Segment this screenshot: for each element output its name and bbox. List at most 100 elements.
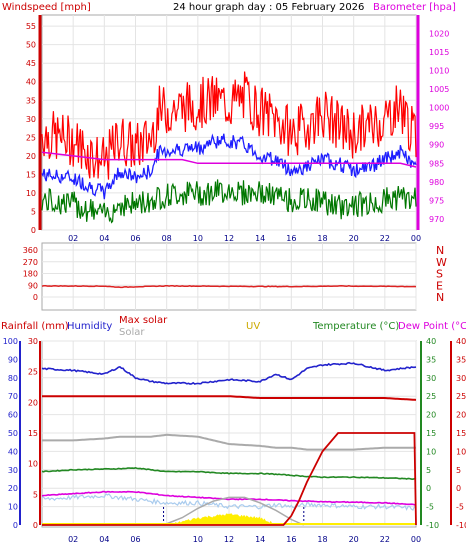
wind-x-tick-label: 22: [380, 234, 390, 243]
dir-tick-label: 360: [23, 246, 38, 255]
dew-tick-label: -10: [456, 521, 466, 530]
baro-tick-label: 1000: [429, 104, 449, 113]
rain-tick-label: 25: [28, 368, 38, 377]
baro-tick-label: 980: [429, 178, 444, 187]
baro-tick-label: 1015: [429, 48, 449, 57]
temp-tick-label: 30: [426, 374, 436, 383]
wind-tick-label: 25: [26, 133, 36, 142]
humidity-tick-label: 30: [8, 466, 18, 475]
wind-x-tick-label: 06: [130, 234, 140, 243]
baro-tick-label: 970: [429, 215, 444, 224]
temp-x-tick-label: 20: [349, 535, 359, 544]
temp-tick-label: 15: [426, 429, 436, 438]
rainfall-series-line: [42, 432, 417, 526]
temp-x-tick-label: 02: [68, 535, 78, 544]
solar-curve-line: [163, 496, 305, 526]
dew-tick-label: 10: [456, 447, 466, 456]
temp-x-tick-label: 04: [99, 535, 109, 544]
dir-tick-label: 270: [23, 258, 38, 267]
apparent-series-line: [41, 492, 417, 511]
humidity-tick-label: 100: [3, 337, 18, 346]
temp-x-tick-label: 12: [224, 535, 234, 544]
wind-tick-label: 30: [26, 115, 36, 124]
baro-tick-label: 1020: [429, 30, 449, 39]
temp-tick-label: 35: [426, 355, 436, 364]
humidity-tick-label: 80: [8, 374, 18, 383]
temp-tick-label: 20: [426, 411, 436, 420]
max-solar-label: Max solar: [119, 315, 168, 326]
temp-tick-label: 5: [426, 466, 431, 475]
wind-avg-series-line: [41, 133, 417, 200]
baro-tick-label: 990: [429, 141, 444, 150]
wind-x-tick-label: 02: [68, 234, 78, 243]
max-solar-series-line: [42, 433, 416, 451]
baro-tick-label: 975: [429, 196, 444, 205]
humidity-series-line: [41, 361, 417, 385]
dew-tick-label: 25: [456, 392, 466, 401]
dir-tick-label: 0: [33, 293, 38, 302]
rain-tick-label: 15: [28, 429, 38, 438]
temp-x-tick-label: 16: [286, 535, 296, 544]
wind-tick-label: 10: [26, 189, 36, 198]
temp-x-tick-label: 18: [317, 535, 327, 544]
dir-tick-label: 90: [28, 281, 38, 290]
rain-tick-label: 30: [28, 337, 38, 346]
direction-series-line: [41, 284, 417, 289]
humidity-tick-label: 0: [13, 521, 18, 530]
dew-tick-label: 35: [456, 355, 466, 364]
compass-label: N: [436, 244, 444, 257]
rain-tick-label: 10: [28, 460, 38, 469]
wind-x-tick-label: 14: [255, 234, 265, 243]
temp-tick-label: 40: [426, 337, 436, 346]
humidity-label: Humidity: [67, 321, 112, 332]
dew-tick-label: -5: [456, 503, 464, 512]
compass-label: S: [436, 268, 443, 281]
wind-x-tick-label: 16: [286, 234, 296, 243]
dew-tick-label: 0: [456, 484, 461, 493]
temp-tick-label: 0: [426, 484, 431, 493]
humidity-tick-label: 50: [8, 429, 18, 438]
wind-tick-label: 45: [26, 59, 36, 68]
baro-tick-label: 1005: [429, 85, 449, 94]
wind-tick-label: 20: [26, 152, 36, 161]
rainfall-label: Rainfall (mm): [1, 321, 69, 332]
solar-label: Solar: [119, 327, 145, 338]
temp-tick-label: -10: [426, 521, 439, 530]
wind-tick-label: 0: [31, 226, 36, 235]
compass-label: E: [436, 279, 443, 292]
compass-label: N: [436, 291, 444, 304]
humidity-tick-label: 20: [8, 484, 18, 493]
wind-x-tick-label: 10: [193, 234, 203, 243]
temp-tick-label: 25: [426, 392, 436, 401]
dew-tick-label: 5: [456, 466, 461, 475]
dew-tick-label: 30: [456, 374, 466, 383]
baro-tick-label: 995: [429, 122, 444, 131]
dew-tick-label: 40: [456, 337, 466, 346]
wind-tick-label: 50: [26, 41, 36, 50]
dew-tick-label: 15: [456, 429, 466, 438]
temp-x-tick-label: 22: [380, 535, 390, 544]
wind-low-series-line: [41, 179, 417, 224]
wind-x-tick-label: 18: [317, 234, 327, 243]
wind-tick-label: 15: [26, 170, 36, 179]
temp-x-tick-label: 14: [255, 535, 265, 544]
baro-axis-label: Barometer [hpa]: [373, 2, 456, 13]
dew-point-series-line: [41, 490, 417, 506]
baro-series-line: [41, 151, 417, 168]
temp-tick-label: 10: [426, 447, 436, 456]
wind-tick-label: 40: [26, 78, 36, 87]
wind-x-tick-label: 12: [224, 234, 234, 243]
wind-tick-label: 55: [26, 22, 36, 31]
humidity-tick-label: 90: [8, 355, 18, 364]
dew-tick-label: 20: [456, 411, 466, 420]
humidity-tick-label: 10: [8, 503, 18, 512]
rain-tick-label: 0: [33, 521, 38, 530]
rain-tick-label: 20: [28, 398, 38, 407]
wind-axis-label: Windspeed [mph]: [2, 2, 91, 13]
uv-fill-area: [174, 513, 277, 526]
compass-label: W: [436, 256, 447, 269]
wind-x-tick-label: 04: [99, 234, 109, 243]
baro-tick-label: 985: [429, 159, 444, 168]
dir-tick-label: 180: [23, 270, 38, 279]
